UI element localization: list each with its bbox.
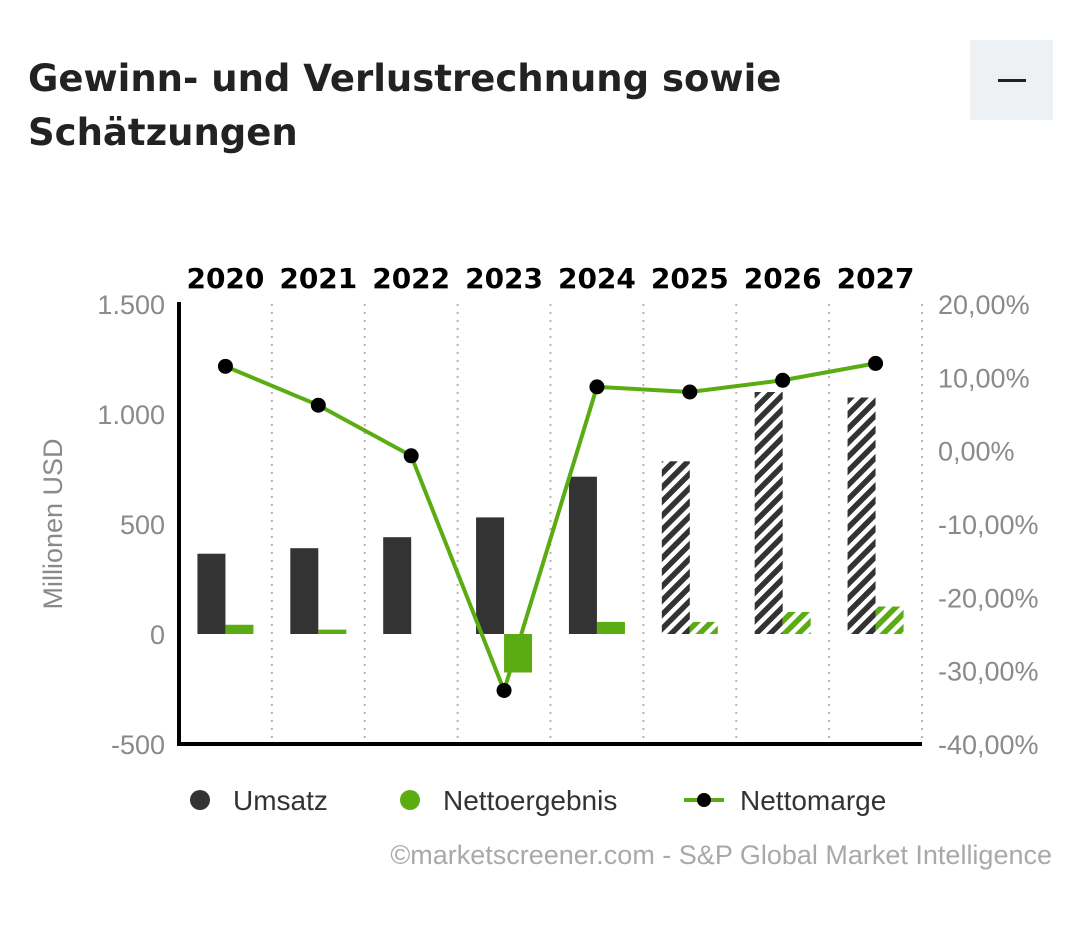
net-margin-point: [682, 384, 698, 400]
legend-net-margin-label: Nettomarge: [740, 785, 886, 816]
year-label: 2024: [558, 262, 636, 295]
net-margin-point: [589, 379, 605, 395]
revenue-bar: [197, 553, 226, 634]
legend-net-income-label: Nettoergebnis: [443, 785, 617, 816]
net-margin-point: [775, 372, 791, 388]
y-tick-label: 1.000: [97, 400, 165, 430]
y-tick-label: 0: [150, 620, 165, 650]
revenue-bar: [661, 461, 690, 634]
y-tick-label: 1.500: [97, 290, 165, 320]
net-margin-point: [310, 397, 326, 413]
net-income-bar: [689, 621, 718, 634]
net-income-bar: [782, 612, 811, 634]
net-margin-point: [217, 358, 233, 374]
year-label: 2020: [186, 262, 264, 295]
revenue-bar: [754, 392, 783, 634]
year-label: 2027: [837, 262, 915, 295]
legend-net-margin-marker-icon: [697, 793, 711, 807]
net-income-bar: [875, 606, 904, 634]
legend-revenue-label: Umsatz: [233, 785, 328, 816]
y2-tick-label: -40,00%: [938, 730, 1039, 760]
y2-tick-label: 20,00%: [938, 290, 1030, 320]
y2-tick-label: -20,00%: [938, 583, 1039, 613]
revenue-bar: [847, 397, 876, 634]
y2-tick-label: -10,00%: [938, 510, 1039, 540]
chart-title: Gewinn- und Verlustrechnung sowie Schätz…: [28, 57, 782, 154]
net-income-bar: [596, 621, 625, 634]
legend-revenue-icon: [190, 790, 210, 810]
net-margin-point: [496, 682, 512, 698]
net-income-bar: [225, 624, 254, 634]
y2-tick-label: 10,00%: [938, 363, 1030, 393]
year-label: 2026: [744, 262, 822, 295]
net-income-bar: [318, 629, 347, 634]
net-margin-point: [868, 355, 884, 371]
y2-tick-label: 0,00%: [938, 437, 1015, 467]
year-label: 2025: [651, 262, 729, 295]
net-margin-point: [403, 448, 419, 464]
revenue-bar: [383, 537, 412, 634]
y2-tick-label: -30,00%: [938, 657, 1039, 687]
net-margin-line: [224, 361, 876, 693]
revenue-bar: [568, 476, 597, 634]
legend-net-income-icon: [400, 790, 420, 810]
revenue-bar: [476, 517, 505, 634]
source-credit: ©marketscreener.com - S&P Global Market …: [390, 840, 1052, 870]
y-axis-title: Millionen USD: [38, 438, 68, 609]
year-label: 2023: [465, 262, 543, 295]
y-tick-label: 500: [120, 510, 165, 540]
revenue-bar: [290, 548, 319, 634]
collapse-button[interactable]: [970, 40, 1053, 120]
year-label: 2022: [372, 262, 450, 295]
minus-icon: [997, 78, 1026, 82]
year-label: 2021: [279, 262, 357, 295]
y-tick-label: -500: [111, 730, 165, 760]
